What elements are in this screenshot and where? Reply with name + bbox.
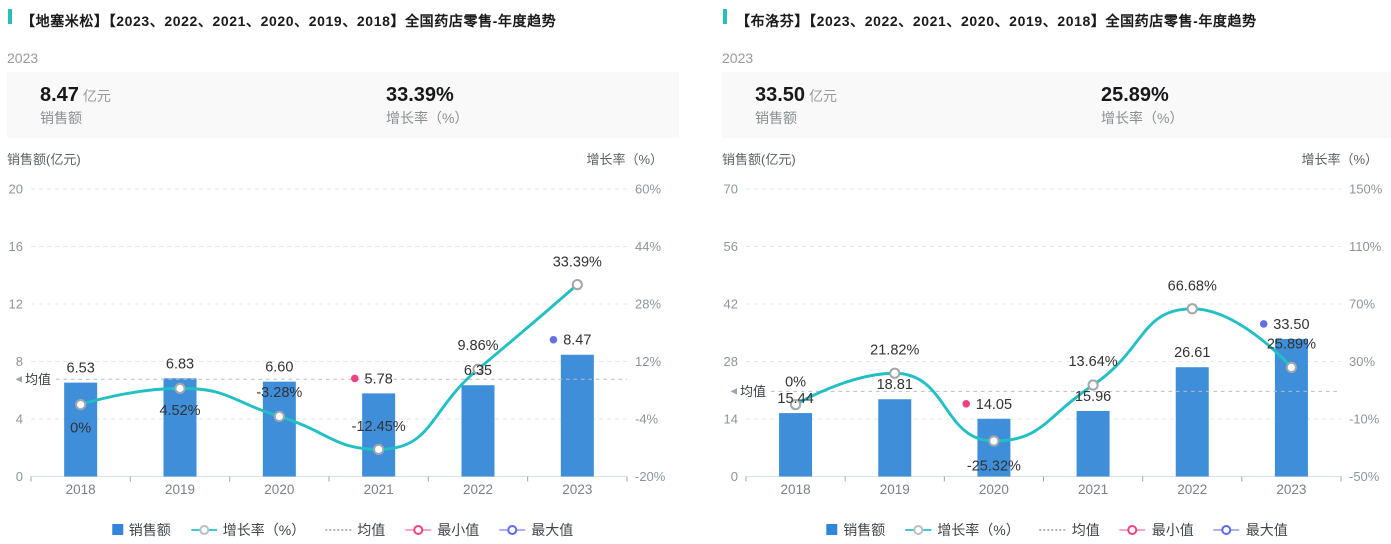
svg-text:14: 14 xyxy=(724,411,738,426)
svg-text:8.47: 8.47 xyxy=(563,333,591,349)
svg-text:33.50: 33.50 xyxy=(1273,317,1309,333)
svg-text:20: 20 xyxy=(9,181,23,196)
svg-text:2022: 2022 xyxy=(463,482,493,497)
svg-text:6.60: 6.60 xyxy=(265,360,293,376)
svg-text:-50%: -50% xyxy=(1349,469,1380,484)
svg-text:12: 12 xyxy=(9,296,23,311)
svg-text:26.61: 26.61 xyxy=(1174,345,1210,361)
svg-text:28: 28 xyxy=(724,354,738,369)
svg-text:70: 70 xyxy=(724,181,738,196)
svg-text:12%: 12% xyxy=(635,354,661,369)
svg-text:13.64%: 13.64% xyxy=(1068,354,1117,370)
svg-text:56: 56 xyxy=(724,239,738,254)
svg-text:0%: 0% xyxy=(70,420,91,436)
svg-text:8: 8 xyxy=(16,354,23,369)
svg-text:均值: 均值 xyxy=(740,384,766,399)
svg-text:均值: 均值 xyxy=(25,372,51,387)
svg-text:110%: 110% xyxy=(1349,239,1382,254)
svg-text:33.39%: 33.39% xyxy=(553,254,602,270)
svg-text:15.96: 15.96 xyxy=(1075,389,1111,405)
svg-text:2019: 2019 xyxy=(165,482,195,497)
svg-text:-10%: -10% xyxy=(1349,411,1380,426)
svg-text:15.44: 15.44 xyxy=(777,391,813,407)
svg-text:2021: 2021 xyxy=(364,482,394,497)
svg-text:0%: 0% xyxy=(785,375,806,391)
svg-text:-3.28%: -3.28% xyxy=(256,385,302,401)
svg-text:42: 42 xyxy=(724,296,738,311)
svg-text:5.78: 5.78 xyxy=(365,371,393,387)
svg-text:2023: 2023 xyxy=(562,482,592,497)
svg-text:4.52%: 4.52% xyxy=(159,403,200,419)
svg-text:18.81: 18.81 xyxy=(877,377,913,393)
svg-text:21.82%: 21.82% xyxy=(870,342,919,358)
svg-text:28%: 28% xyxy=(635,296,661,311)
svg-text:70%: 70% xyxy=(1349,296,1375,311)
svg-text:-12.45%: -12.45% xyxy=(352,419,406,435)
svg-text:-20%: -20% xyxy=(635,469,666,484)
svg-text:30%: 30% xyxy=(1349,354,1375,369)
svg-text:6.83: 6.83 xyxy=(166,356,194,372)
svg-text:0: 0 xyxy=(16,469,23,484)
svg-text:0: 0 xyxy=(731,469,738,484)
svg-text:2023: 2023 xyxy=(1276,482,1306,497)
svg-text:16: 16 xyxy=(9,239,23,254)
svg-text:14.05: 14.05 xyxy=(976,397,1012,413)
svg-text:2018: 2018 xyxy=(781,482,811,497)
svg-text:-4%: -4% xyxy=(635,411,659,426)
svg-text:2021: 2021 xyxy=(1078,482,1108,497)
svg-text:25.89%: 25.89% xyxy=(1267,337,1316,353)
svg-text:2020: 2020 xyxy=(979,482,1009,497)
svg-text:66.68%: 66.68% xyxy=(1168,278,1217,294)
svg-text:2019: 2019 xyxy=(880,482,910,497)
svg-text:6.35: 6.35 xyxy=(464,363,492,379)
svg-text:60%: 60% xyxy=(635,181,661,196)
svg-text:-25.32%: -25.32% xyxy=(967,459,1021,475)
svg-text:6.53: 6.53 xyxy=(67,361,95,377)
svg-text:4: 4 xyxy=(16,411,23,426)
svg-text:44%: 44% xyxy=(635,239,661,254)
svg-text:2020: 2020 xyxy=(264,482,294,497)
svg-text:2022: 2022 xyxy=(1177,482,1207,497)
svg-text:150%: 150% xyxy=(1349,181,1383,196)
svg-text:2018: 2018 xyxy=(66,482,96,497)
svg-text:9.86%: 9.86% xyxy=(457,338,498,354)
